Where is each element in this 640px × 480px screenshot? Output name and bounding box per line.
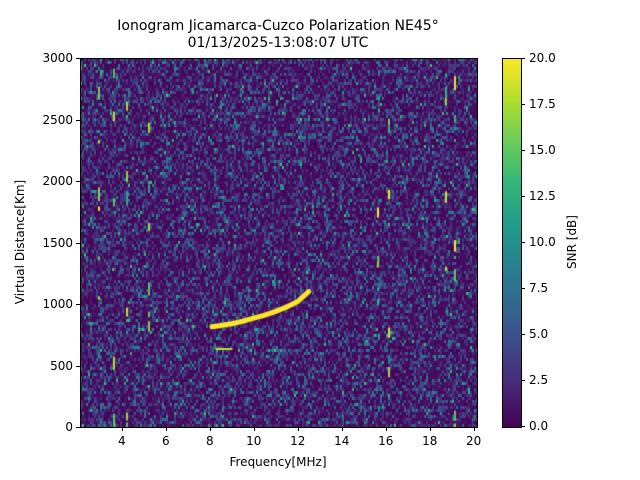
y-tick-mark xyxy=(76,366,80,367)
y-tick-label: 1000 xyxy=(42,297,73,311)
ionogram-heatmap xyxy=(80,58,477,427)
y-tick-label: 500 xyxy=(50,358,73,373)
x-tick-label: 8 xyxy=(205,434,214,448)
x-tick-label: 12 xyxy=(290,434,306,448)
y-tick-mark xyxy=(76,181,80,182)
colorbar-tick-mark xyxy=(521,380,525,381)
colorbar-tick-mark xyxy=(521,196,525,197)
colorbar-tick-label: 10.0 xyxy=(529,235,556,249)
chart-title: Ionogram Jicamarca-Cuzco Polarization NE… xyxy=(117,18,439,34)
colorbar-tick-mark xyxy=(521,334,525,335)
x-axis-label: Frequency[MHz] xyxy=(229,455,327,469)
x-tick-mark xyxy=(386,427,387,431)
colorbar-tick-label: 15.0 xyxy=(529,143,556,157)
colorbar-tick-label: 7.5 xyxy=(529,281,549,295)
colorbar-tick-label: 2.5 xyxy=(529,373,549,387)
x-tick-mark xyxy=(474,427,475,431)
y-axis-label: Virtual Distance[Km] xyxy=(13,179,27,305)
x-tick-mark xyxy=(210,427,211,431)
y-tick-label: 0 xyxy=(65,420,73,434)
colorbar-tick-label: 5.0 xyxy=(529,327,549,341)
y-tick-label: 2000 xyxy=(42,174,73,188)
y-tick-mark xyxy=(76,304,80,305)
y-tick-mark xyxy=(76,427,80,428)
y-tick-label: 2500 xyxy=(42,112,73,127)
x-tick-mark xyxy=(430,427,431,431)
x-tick-label: 18 xyxy=(422,434,438,448)
y-tick-mark xyxy=(76,58,80,59)
colorbar-tick-mark xyxy=(521,104,525,105)
x-tick-label: 14 xyxy=(334,434,350,448)
colorbar-tick-label: 17.5 xyxy=(529,97,556,111)
colorbar xyxy=(502,58,521,427)
x-tick-mark xyxy=(122,427,123,431)
x-tick-label: 16 xyxy=(378,434,394,448)
x-tick-mark xyxy=(342,427,343,431)
x-tick-mark xyxy=(254,427,255,431)
colorbar-tick-label: 12.5 xyxy=(529,189,556,203)
colorbar-tick-mark xyxy=(521,58,525,59)
x-tick-label: 4 xyxy=(117,434,126,448)
chart-subtitle: 01/13/2025-13:08:07 UTC xyxy=(187,35,369,51)
colorbar-tick-label: 20.0 xyxy=(529,51,556,65)
y-tick-label: 1500 xyxy=(42,235,73,250)
x-tick-label: 20 xyxy=(466,434,482,448)
y-tick-mark xyxy=(76,243,80,244)
x-tick-label: 10 xyxy=(246,434,262,448)
y-tick-label: 3000 xyxy=(42,51,73,65)
x-tick-mark xyxy=(166,427,167,431)
colorbar-tick-mark xyxy=(521,426,525,427)
x-tick-label: 6 xyxy=(161,434,170,448)
colorbar-tick-mark xyxy=(521,150,525,151)
y-tick-mark xyxy=(76,120,80,121)
x-tick-mark xyxy=(298,427,299,431)
colorbar-label: SNR [dB] xyxy=(565,215,579,269)
colorbar-tick-mark xyxy=(521,288,525,289)
colorbar-tick-mark xyxy=(521,242,525,243)
colorbar-tick-label: 0.0 xyxy=(529,419,549,433)
